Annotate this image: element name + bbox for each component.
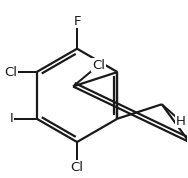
Text: H: H <box>176 115 186 128</box>
Text: Cl: Cl <box>70 161 83 174</box>
Text: I: I <box>9 112 13 125</box>
Text: F: F <box>73 15 81 28</box>
Text: Cl: Cl <box>92 59 105 72</box>
Text: Cl: Cl <box>5 66 18 78</box>
